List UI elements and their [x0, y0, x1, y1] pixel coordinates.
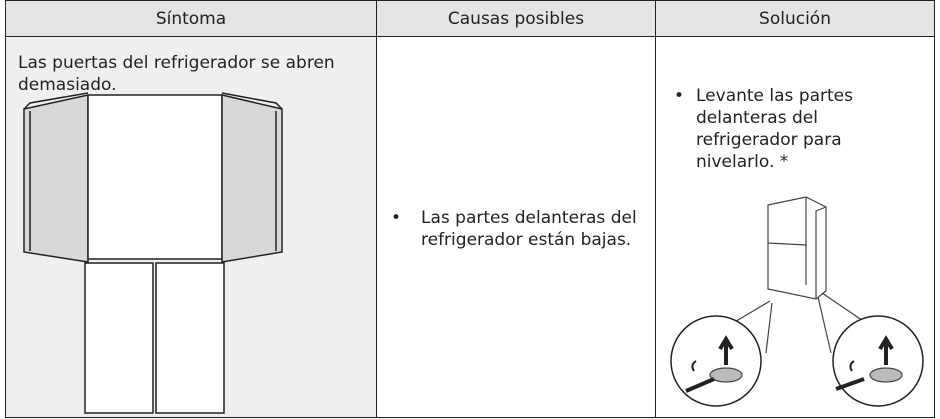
- symptom-cell: Las puertas del refrigerador se abren de…: [5, 36, 377, 418]
- fridge-open-doors: [23, 92, 283, 414]
- header-cell: Causas posibles: [376, 0, 656, 37]
- header-cell: Solución: [655, 0, 935, 37]
- bullet: •: [674, 86, 685, 106]
- solution-text: Levante las partes delanteras del refrig…: [696, 86, 853, 172]
- bullet: •: [391, 208, 402, 228]
- symptom-text: Las puertas del refrigerador se abren de…: [18, 53, 335, 95]
- leveling-illustration: [670, 196, 924, 407]
- cause-text: Las partes delanteras del refrigerador e…: [421, 208, 637, 250]
- cause-cell: • Las partes delanteras del refrigerador…: [376, 36, 656, 418]
- solution-cell: • Levante las partes delanteras del refr…: [655, 36, 935, 418]
- header-cell: Síntoma: [5, 0, 377, 37]
